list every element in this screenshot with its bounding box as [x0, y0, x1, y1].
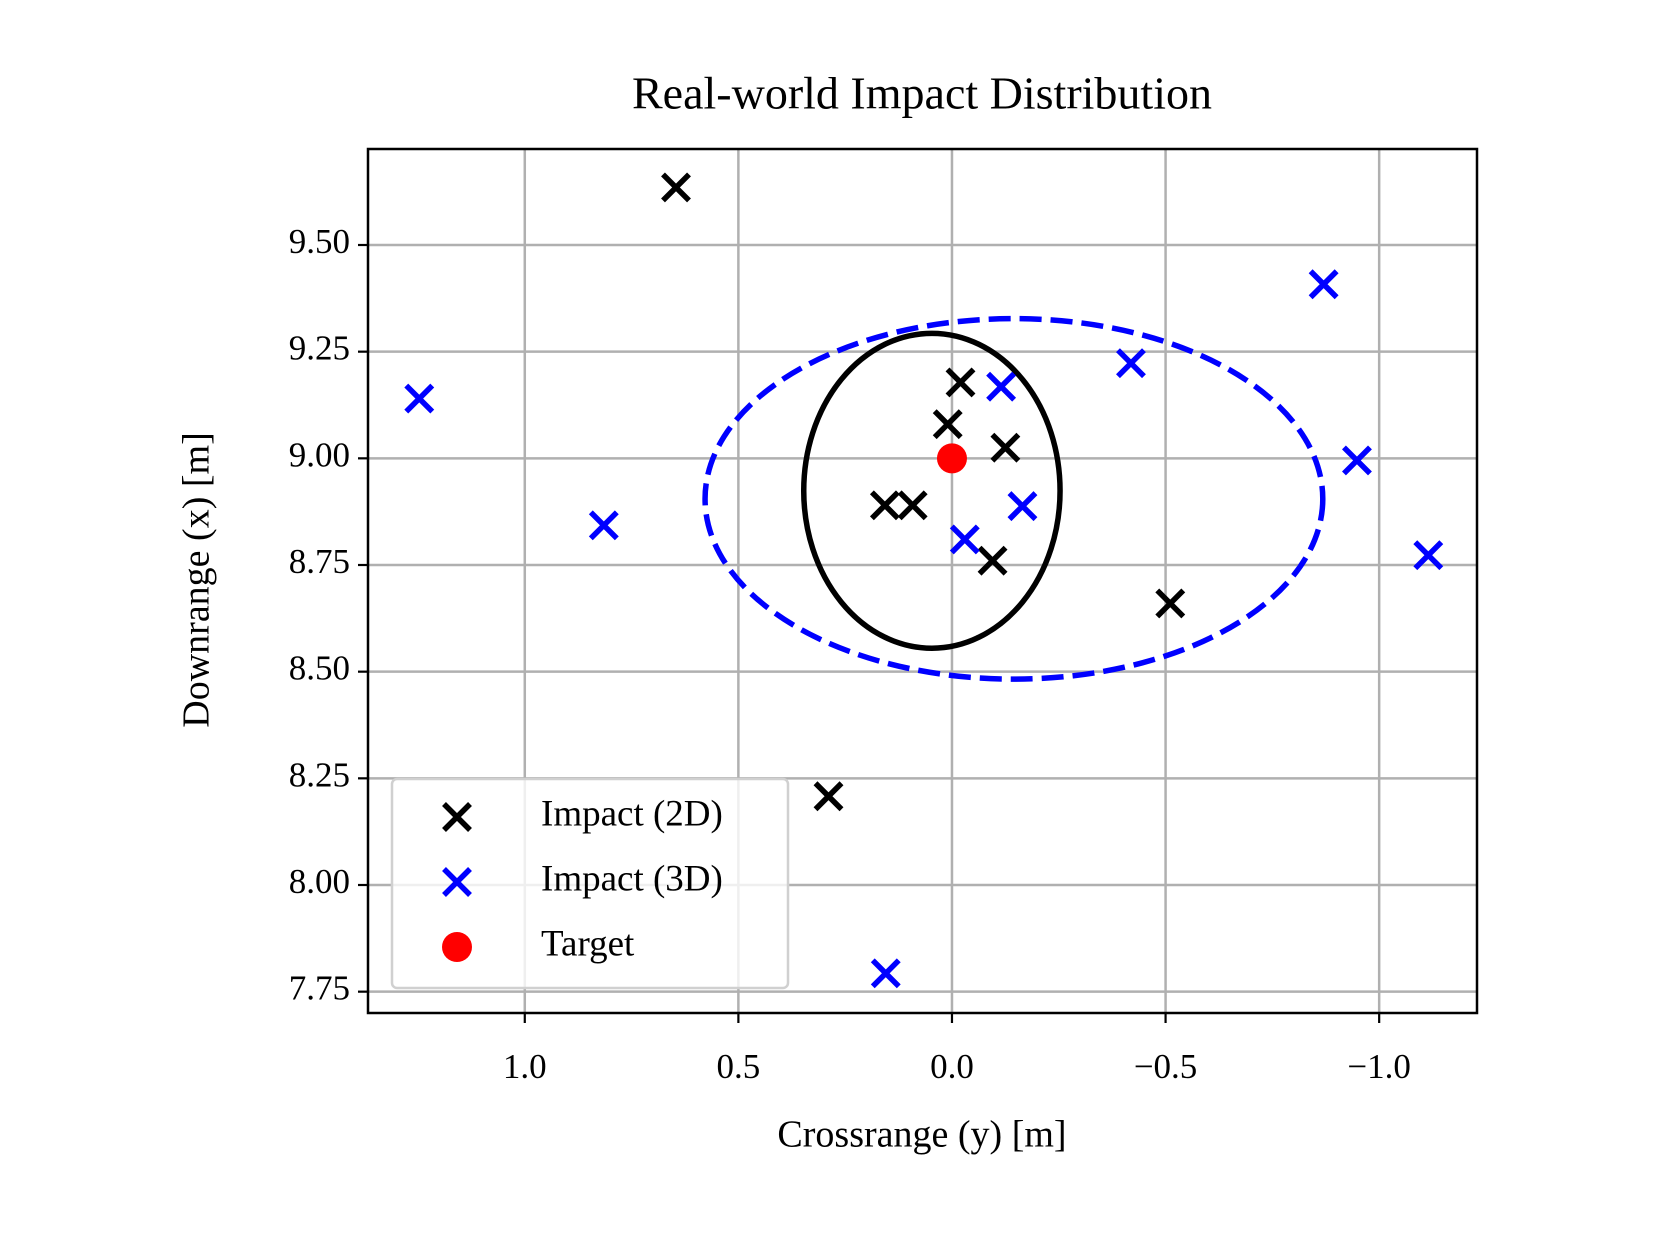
- y-tick-label: 9.50: [289, 222, 350, 261]
- point: [1413, 540, 1444, 571]
- legend-label: Impact (2D): [541, 793, 723, 834]
- point: [869, 490, 900, 521]
- y-tick-label: 9.00: [289, 435, 350, 474]
- y-axis-label: Downrange (x) [m]: [176, 432, 218, 727]
- legend-marker: [442, 802, 472, 832]
- confidence-ellipse: [800, 330, 1063, 651]
- point: [977, 545, 1008, 576]
- point: [949, 524, 980, 555]
- point: [404, 383, 435, 414]
- point: [1308, 269, 1339, 300]
- point: [813, 781, 844, 812]
- point: [1342, 445, 1372, 476]
- legend-marker: [442, 867, 472, 897]
- point: [870, 958, 901, 989]
- x-tick-label: −0.5: [1134, 1047, 1198, 1086]
- legend-marker: [442, 932, 472, 962]
- plot-frame: [366, 147, 1479, 1015]
- x-tick-label: 0.0: [930, 1047, 974, 1086]
- x-axis-label: Crossrange (y) [m]: [777, 1114, 1066, 1156]
- point: [1116, 348, 1146, 379]
- y-tick-label: 8.25: [289, 755, 350, 794]
- point: [945, 367, 976, 398]
- point: [990, 432, 1021, 463]
- point: [1155, 588, 1186, 619]
- point: [936, 443, 967, 474]
- chart-title: Real-world Impact Distribution: [632, 68, 1212, 119]
- confidence-ellipse: [702, 315, 1326, 682]
- y-tick-label: 7.75: [289, 969, 350, 1008]
- point: [897, 490, 928, 521]
- point: [661, 172, 691, 203]
- point: [932, 409, 963, 440]
- legend-label: Target: [541, 923, 635, 964]
- y-tick-label: 8.50: [289, 649, 350, 688]
- point: [588, 510, 619, 541]
- x-tick-label: −1.0: [1347, 1047, 1411, 1086]
- y-tick-label: 8.75: [289, 542, 350, 581]
- point: [1007, 491, 1038, 522]
- y-tick-label: 9.25: [289, 329, 350, 368]
- x-tick-label: 0.5: [717, 1047, 761, 1086]
- legend-label: Impact (3D): [541, 858, 723, 899]
- point: [986, 371, 1017, 402]
- y-tick-label: 8.00: [289, 862, 350, 901]
- legend-box: [390, 777, 790, 990]
- x-tick-label: 1.0: [503, 1047, 547, 1086]
